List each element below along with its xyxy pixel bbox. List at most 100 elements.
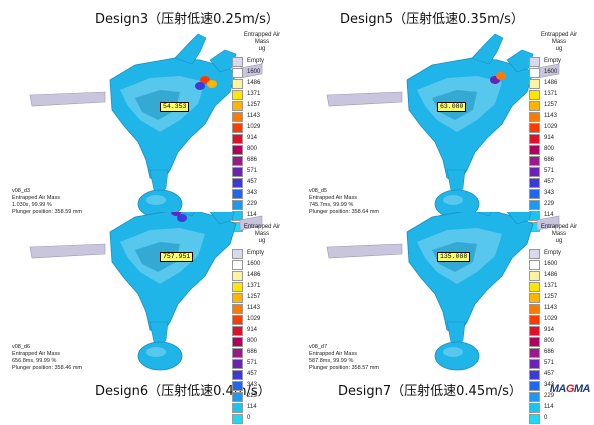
legend-value: 114 <box>247 404 257 410</box>
legend-swatch <box>529 293 540 303</box>
color-legend: Entrapped Air Mass ug Empty 1600 1486 13… <box>232 32 292 233</box>
legend-value: 0 <box>247 415 251 421</box>
panel-title-design3: Design3（压射低速0.25m/s） <box>95 12 279 27</box>
legend-value: 1600 <box>544 261 558 267</box>
legend-swatch <box>529 260 540 270</box>
legend-value: 343 <box>544 382 555 388</box>
runner-left <box>29 243 106 259</box>
result-name: v08_d5 <box>309 188 328 194</box>
legend-value: 114 <box>544 404 554 410</box>
legend-value: 457 <box>544 371 555 377</box>
legend-row: 1257 <box>232 101 292 112</box>
legend-title: Entrapped Air Mass ug <box>529 32 589 53</box>
legend-row: 1029 <box>232 315 292 326</box>
legend-swatch <box>232 359 243 369</box>
result-time: 656.8ms, 99.99 % <box>12 358 57 364</box>
legend-value: 114 <box>247 212 257 218</box>
legend-unit: ug <box>258 46 266 52</box>
legend-value: 1029 <box>544 124 558 130</box>
legend-row: 457 <box>529 370 589 381</box>
legend-value: 1371 <box>247 91 261 97</box>
legend-swatch <box>529 167 540 177</box>
legend-title-line1: Entrapped Air <box>243 224 281 230</box>
result-name: v08_d3 <box>12 188 31 194</box>
legend-row: 1486 <box>529 79 589 90</box>
panel-title-design6: Design6（压射低速0.4m/s） <box>95 384 271 399</box>
legend-value: 1600 <box>544 69 558 75</box>
legend-swatch <box>529 68 540 78</box>
legend-row: 114 <box>232 403 292 414</box>
legend-swatch <box>529 381 540 391</box>
legend-swatch <box>232 260 243 270</box>
legend-row: 1371 <box>232 282 292 293</box>
legend-swatch <box>232 79 243 89</box>
legend-row: 457 <box>232 178 292 189</box>
legend-row: 686 <box>529 348 589 359</box>
legend-value: 571 <box>247 360 258 366</box>
legend-row: 1600 <box>529 68 589 79</box>
result-quantity: Entrapped Air Mass <box>309 195 357 201</box>
legend-value: 1029 <box>247 124 261 130</box>
legend-swatch <box>232 403 243 413</box>
legend-title-line2: Mass <box>254 39 270 45</box>
legend-row: 1371 <box>232 90 292 101</box>
legend-value: 0 <box>544 415 548 421</box>
legend-row: 686 <box>232 156 292 167</box>
legend-swatch <box>529 403 540 413</box>
legend-row: 1143 <box>529 112 589 123</box>
legend-row: 1143 <box>529 304 589 315</box>
color-legend: Entrapped Air Mass ug Empty 1600 1486 13… <box>529 32 589 233</box>
legend-empty-swatch <box>232 249 243 259</box>
legend-value: 1257 <box>247 102 261 108</box>
legend-swatch <box>232 156 243 166</box>
legend-value: 1600 <box>247 261 261 267</box>
legend-swatch <box>232 90 243 100</box>
legend-row: 800 <box>232 337 292 348</box>
legend-value: 571 <box>544 360 555 366</box>
legend-swatch <box>232 304 243 314</box>
legend-row: 343 <box>529 189 589 200</box>
legend-swatch <box>529 112 540 122</box>
legend-empty-row: Empty <box>529 57 589 68</box>
legend-swatch <box>529 348 540 358</box>
legend-value: 914 <box>247 327 258 333</box>
result-time: 1.030s, 99.99 % <box>12 202 52 208</box>
simulation-panel: 63.080 Entrapped Air Mass ug Empty 1600 … <box>297 20 594 232</box>
result-time: 745.7ms, 99.99 % <box>309 202 354 208</box>
legend-row: 343 <box>232 381 292 392</box>
legend-swatch <box>529 79 540 89</box>
simulation-panel: 54.353 Entrapped Air Mass ug Empty 1600 … <box>0 20 297 232</box>
legend-swatch <box>529 101 540 111</box>
legend-value: 686 <box>247 349 258 355</box>
air-concentration-spot <box>177 214 187 222</box>
legend-swatch <box>232 134 243 144</box>
panel-title-design7: Design7（压射低速0.45m/s） <box>338 384 522 399</box>
legend-swatch <box>232 348 243 358</box>
simulation-panel: 757.951 Entrapped Air Mass ug Empty 1600… <box>0 212 297 424</box>
legend-row: 1486 <box>232 271 292 282</box>
legend-row: 686 <box>529 156 589 167</box>
result-name: v08_d7 <box>309 344 328 350</box>
legend-value: 343 <box>544 190 555 196</box>
legend-row: 1257 <box>529 293 589 304</box>
legend-value: 571 <box>544 168 555 174</box>
air-concentration-spot <box>195 82 205 90</box>
legend-unit: ug <box>555 46 563 52</box>
plunger-position: Plunger position: 358.57 mm <box>309 365 380 371</box>
legend-value: 1029 <box>247 316 261 322</box>
legend-value: 1486 <box>544 272 558 278</box>
legend-swatch <box>232 381 243 391</box>
casting-model <box>29 33 263 219</box>
legend-swatch <box>529 189 540 199</box>
magma-logo: MAGMA <box>549 383 591 395</box>
legend-value: 1257 <box>544 102 558 108</box>
probe-value-label: 54.353 <box>160 102 190 112</box>
result-info: v08_d6 Entrapped Air Mass 656.8ms, 99.99… <box>12 344 82 372</box>
legend-swatch <box>232 414 243 424</box>
legend-swatch <box>232 326 243 336</box>
legend-row: 686 <box>232 348 292 359</box>
legend-value: 1143 <box>544 305 557 311</box>
legend-value: 1143 <box>544 113 557 119</box>
legend-value: 229 <box>544 201 555 207</box>
legend-value: 571 <box>247 168 258 174</box>
